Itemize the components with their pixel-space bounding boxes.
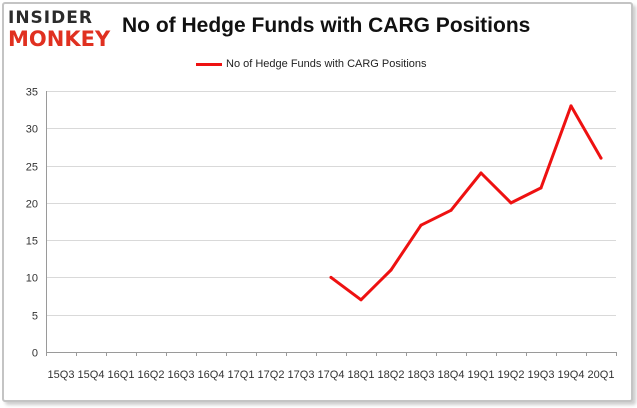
x-tick-label: 17Q1 (228, 369, 255, 381)
x-tick-label: 19Q1 (468, 369, 495, 381)
data-point (389, 268, 393, 272)
x-tick-label: 16Q1 (108, 369, 135, 381)
y-tick-label: 0 (32, 348, 38, 360)
y-tick-label: 10 (26, 273, 38, 285)
data-point (599, 156, 603, 160)
logo-text-insider: INSIDER (8, 8, 93, 28)
y-tick-label: 15 (26, 236, 38, 248)
x-tick-label: 19Q3 (528, 369, 555, 381)
data-point (329, 275, 333, 279)
y-tick-label: 5 (32, 311, 38, 323)
series-line (329, 104, 603, 302)
chart-legend: No of Hedge Funds with CARG Positions (196, 57, 427, 71)
data-point (359, 298, 363, 302)
data-point (479, 171, 483, 175)
data-point (509, 201, 513, 205)
x-tick-label: 16Q2 (138, 369, 165, 381)
y-tick-label: 20 (26, 199, 38, 211)
legend-label: No of Hedge Funds with CARG Positions (226, 58, 427, 70)
chart-title: No of Hedge Funds with CARG Positions (122, 14, 531, 37)
x-tick-label: 18Q4 (438, 369, 465, 381)
x-tick-label: 19Q4 (558, 369, 585, 381)
x-tick-label: 17Q4 (318, 369, 345, 381)
data-point (539, 186, 543, 190)
data-point (419, 223, 423, 227)
x-tick-label: 19Q2 (498, 369, 525, 381)
chart-frame (2, 2, 633, 402)
x-tick-label: 18Q3 (408, 369, 435, 381)
y-tick-label: 25 (26, 162, 38, 174)
data-point (449, 208, 453, 212)
logo-text-monkey: MONKEY (8, 27, 111, 51)
x-tick-label: 17Q2 (258, 369, 285, 381)
data-point (569, 104, 573, 108)
x-tick-label: 20Q1 (588, 369, 615, 381)
x-tick-label: 17Q3 (288, 369, 315, 381)
x-tick-label: 15Q3 (48, 369, 75, 381)
x-tick-label: 18Q1 (348, 369, 375, 381)
y-tick-label: 30 (26, 124, 38, 136)
x-tick-label: 15Q4 (78, 369, 105, 381)
legend-swatch (196, 62, 222, 66)
x-tick-label: 16Q3 (168, 369, 195, 381)
insider-monkey-logo: INSIDER MONKEY (8, 8, 116, 52)
x-tick-label: 16Q4 (198, 369, 225, 381)
x-tick-label: 18Q2 (378, 369, 405, 381)
y-tick-label: 35 (26, 87, 38, 99)
